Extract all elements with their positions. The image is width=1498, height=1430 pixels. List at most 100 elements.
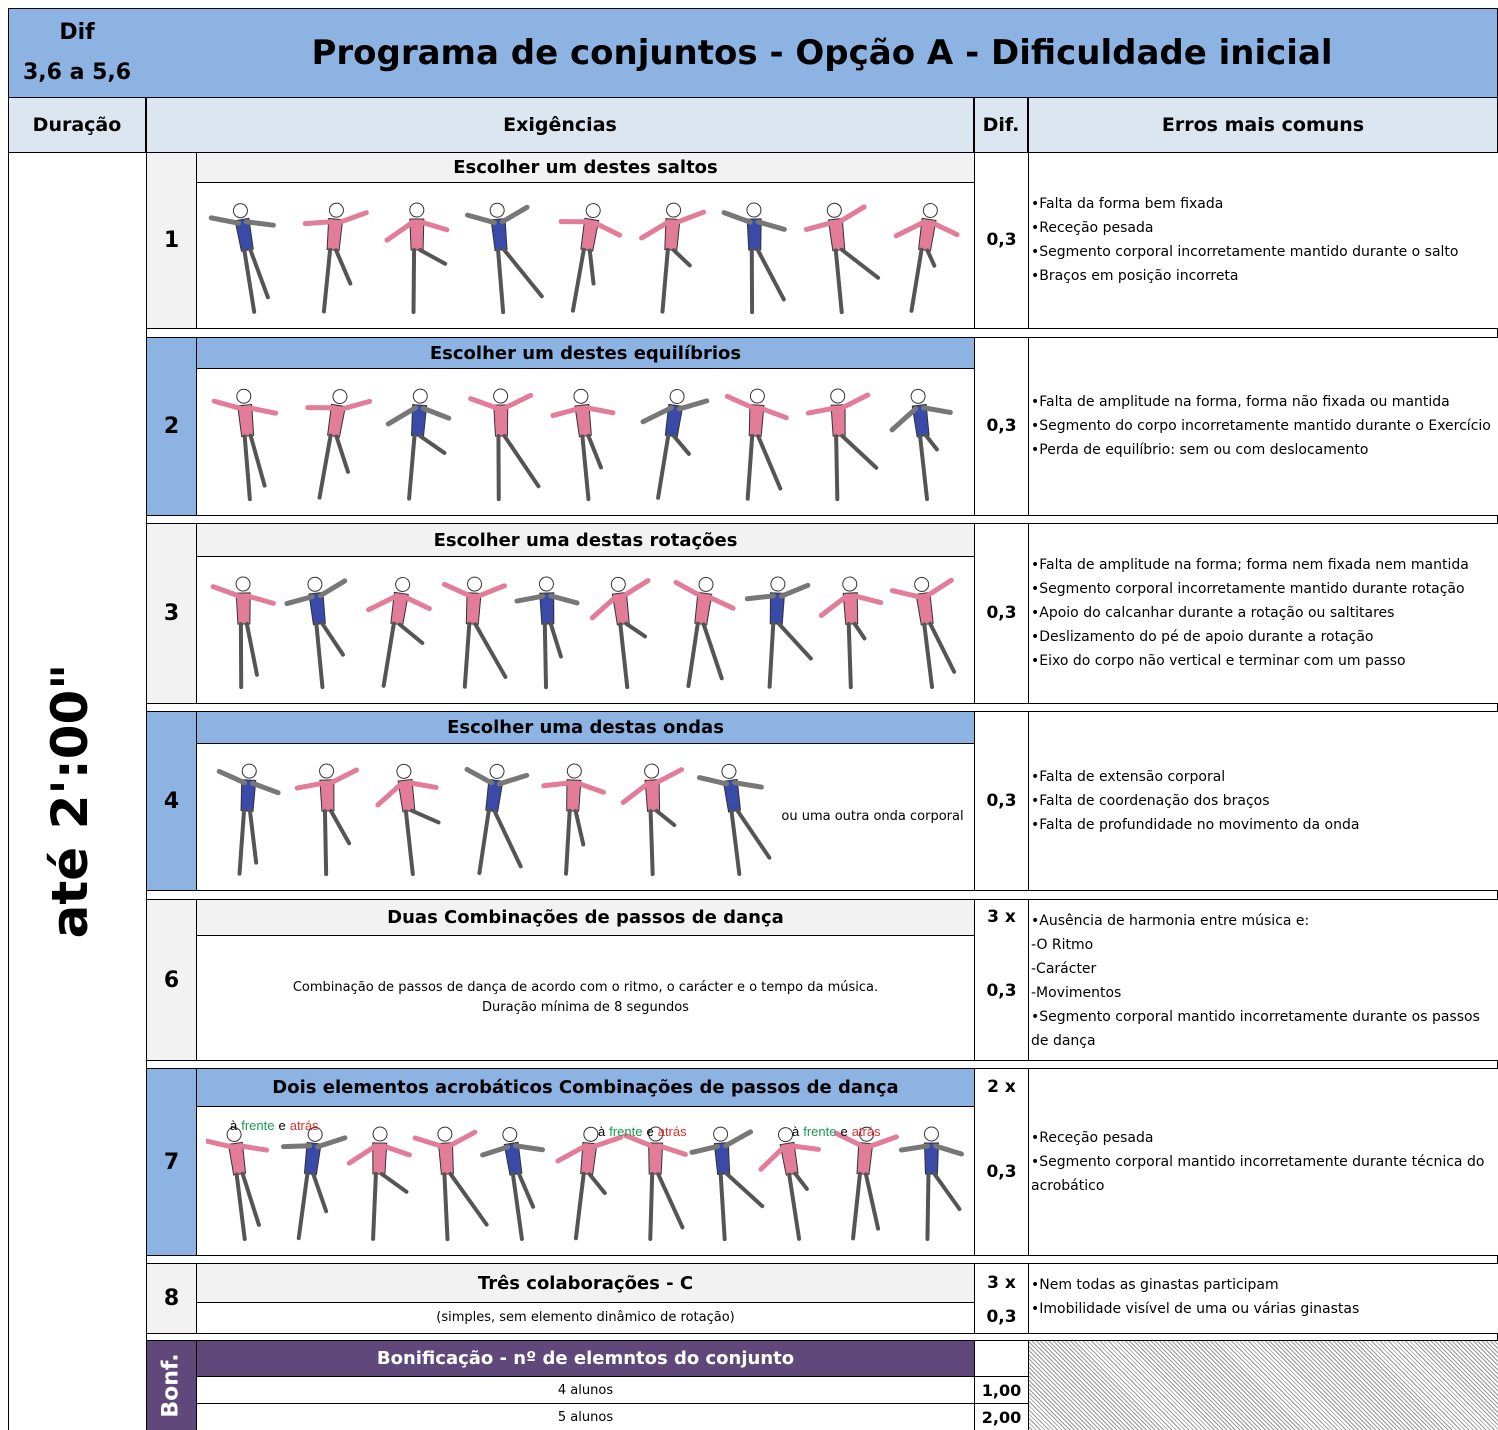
text: -Movimentos [1031,985,1122,1001]
figure-part [375,780,439,808]
figure-part [818,593,884,618]
text: •Falta de extensão corporal [1031,768,1226,785]
row-number: 3 [146,523,197,704]
row-number: 4 [146,711,197,891]
figure-part [514,576,580,690]
gymnast-figures [210,576,957,690]
duration: até 2':00" [41,663,99,939]
figure-part [366,593,432,613]
text: •Apoio do calcanhar durante a rotação ou… [1031,605,1395,621]
figure-part [898,1126,964,1241]
figure-part [303,1141,322,1176]
figure-part [889,405,953,433]
figure-part [327,403,347,438]
figure-part [493,404,509,437]
figure-part [689,1126,765,1242]
text: Duração mínima de 8 segundos [482,999,689,1015]
figure-part [241,763,257,779]
figure-part [237,403,255,438]
bonus-row-label: 4 alunos [196,1376,975,1404]
figure-part [302,202,369,314]
figure-part [216,768,281,796]
figure-part [284,576,348,690]
figure-part [729,808,772,876]
figure-part [485,778,504,813]
text: e [278,1118,286,1133]
dif-value: 0,3 [986,1307,1017,1327]
figure-part [558,203,623,313]
figure-part [412,388,428,404]
figure-part [468,392,534,411]
figure-part [493,388,509,404]
figure-part [538,576,554,592]
figure-part [442,1171,489,1242]
figure-part [770,576,786,592]
figure-part [589,578,651,621]
figure-part [744,582,811,602]
row-number: 7 [146,1068,197,1256]
text: atrás [657,1124,687,1139]
figure-part [242,433,267,502]
errors: •Falta de amplitude na forma; forma nem … [1031,523,1497,703]
figure-part [673,579,736,611]
text: •Receção pesada [1031,1129,1154,1146]
figure-part [489,202,505,218]
bonus-label: Bonf. [158,1353,184,1418]
figure-part [238,621,259,690]
figure-part [384,219,450,243]
figure-part [749,388,765,404]
figure-part [697,775,764,790]
figure-part [620,763,685,877]
figure-part [464,763,530,875]
figure-part [465,204,530,226]
header-bg [8,8,1498,98]
row-note: (simples, sem elemento dinâmico de rotaç… [436,1310,735,1325]
text: •Falta de profundidade no movimento da o… [1031,816,1360,833]
figure-part [464,766,530,787]
text: •Segmento corporal mantido incorretament… [1031,1153,1485,1194]
row-number: 1 [146,152,197,329]
gymnast-figures [208,202,960,315]
text: •Falta de amplitude na forma; forma nem … [1031,557,1469,573]
figure-part [280,1126,348,1241]
figure-part [648,1126,664,1142]
figure-part [216,763,281,876]
figure-part [206,1138,270,1153]
figure-part [722,778,742,813]
figure-part [648,808,677,877]
figure-part [403,808,441,877]
figure-part [550,388,616,502]
figure-part [758,1127,821,1241]
figure-part [480,1143,546,1158]
column-header: Dif. [974,97,1028,153]
figure-part [371,1171,409,1241]
figure-part [713,1126,729,1142]
figure-part [234,217,254,252]
errors: •Falta de amplitude na forma, forma não … [1031,337,1497,515]
row-title: Duas Combinações de passos de dança [196,899,975,936]
text: •Receção pesada [1031,220,1154,236]
figure-part [842,576,858,592]
figure-part [366,576,432,688]
figure-part [803,202,881,315]
figure-part [833,247,881,315]
figure-part [317,433,351,500]
text: frente [241,1118,275,1133]
direction-label: à frente e atrás [230,1118,323,1133]
figure-part [639,209,707,241]
figure-part [803,204,867,233]
figure-part [648,1171,685,1241]
figure-part [889,388,953,502]
figure-part [918,217,937,252]
figure-part [787,1171,809,1241]
figure-part [322,808,352,877]
figure-part [623,1126,688,1241]
figure-part [686,621,724,688]
figure-part [328,202,344,218]
figure-part [570,247,596,313]
figure-part [744,576,813,689]
row-title: Escolher um destes equilíbrios [196,337,975,369]
figure-part [566,779,582,812]
gymnast-figures [206,1126,964,1242]
figure-part [918,433,939,502]
